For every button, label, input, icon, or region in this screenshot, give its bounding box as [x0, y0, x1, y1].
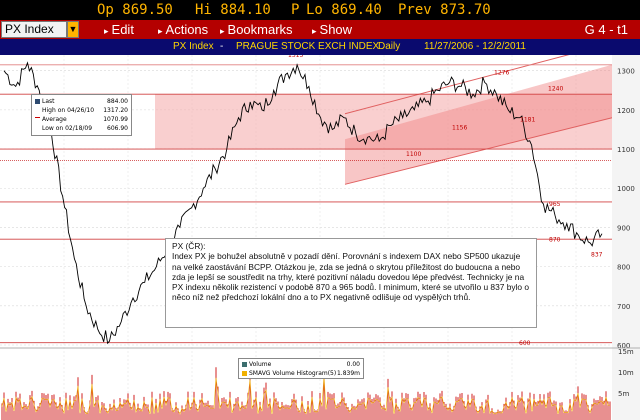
menu-bookmarks-arrow-icon: ▸ — [220, 26, 225, 36]
menu-edit-label: Edit — [111, 22, 134, 37]
chart-info-bar: PX Index - PRAGUE STOCK EXCH INDEX Daily… — [0, 39, 640, 55]
legend-swatch — [35, 99, 40, 104]
note-title: PX (ČR): — [172, 241, 206, 251]
axis-strip — [612, 55, 640, 420]
volume-axis: 15m 10m 5m — [618, 348, 634, 398]
chart-annotations: 1315 1276 1240 1181 1156 1100 965 870 837 600 — [288, 52, 603, 347]
volume-average-line — [1, 376, 611, 415]
legend-value: 1070.99 — [103, 116, 128, 123]
menu-actions-label: Actions — [165, 22, 209, 37]
quote-p-label: P — [291, 2, 300, 18]
commentary-note: PX (ČR): Index PX je bohužel absolutně v… — [165, 238, 537, 328]
y-tick-label: 1300 — [617, 68, 635, 76]
info-period: Daily — [378, 41, 401, 52]
quote-high: Hi 884.10 — [195, 2, 271, 18]
menu-edit-arrow-icon: ▸ — [104, 26, 109, 36]
legend-row-high: High on 04/26/10 1317.20 — [35, 106, 128, 115]
level-837-label: 837 — [591, 251, 603, 258]
vol-tick-label: 15m — [618, 348, 634, 356]
ticker-input[interactable]: PX Index — [1, 21, 67, 38]
vol-legend-row: SMAVG Volume Histogram(5) 1.839m — [242, 369, 360, 378]
quote-bar: Op 869.50 Hi 884.10 P Lo 869.40 Prev 873… — [0, 0, 640, 20]
menu-show[interactable]: ▸ Show — [312, 20, 352, 41]
menu-actions-arrow-icon: ▸ — [158, 26, 163, 36]
info-dash: - — [220, 41, 224, 52]
note-body: Index PX je bohužel absolutně v pozadí d… — [172, 251, 530, 303]
legend-value: 1317.20 — [103, 107, 128, 114]
menu-show-arrow-icon: ▸ — [312, 26, 317, 36]
level-1181-label: 1181 — [520, 117, 535, 124]
legend-swatch — [35, 126, 40, 131]
volume-panel — [0, 347, 640, 420]
level-1156-label: 1156 — [452, 124, 467, 131]
high-label: 1276 — [494, 70, 509, 77]
y-tick-label: 900 — [617, 224, 630, 232]
ticker-dropdown-icon[interactable]: ▼ — [67, 21, 79, 38]
legend-label: Low on 02/18/09 — [42, 125, 93, 132]
price-line — [3, 61, 603, 345]
y-tick-label: 1200 — [617, 107, 635, 115]
legend-swatch — [35, 108, 40, 113]
level-1100-label: 1100 — [406, 151, 421, 158]
menu-edit[interactable]: ▸ Edit — [104, 20, 134, 41]
channel-lower-line — [344, 117, 613, 185]
legend-row-last: Last 884.00 — [35, 97, 128, 106]
vol-legend-value: 0.00 — [346, 361, 360, 368]
channel-upper-line — [344, 42, 613, 115]
menu-bookmarks[interactable]: ▸ Bookmarks — [220, 20, 293, 41]
price-axis: 1300 1200 1100 1000 900 800 700 600 — [612, 55, 640, 420]
legend-row-average: Average 1070.99 — [35, 115, 128, 124]
menu-show-label: Show — [319, 22, 353, 37]
vol-legend-value: 1.839m — [336, 370, 360, 377]
quote-open: Op 869.50 — [97, 2, 173, 18]
vol-legend-label: SMAVG Volume Histogram(5) — [249, 370, 337, 377]
peak-label: 1315 — [288, 55, 303, 59]
quote-prev: Prev 873.70 — [398, 2, 491, 18]
menu-actions[interactable]: ▸ Actions — [158, 20, 208, 41]
y-tick-label: 800 — [617, 264, 630, 272]
screen-id: G 4 - t1 — [584, 22, 628, 37]
trend-channel — [155, 42, 613, 185]
y-tick-label: 1100 — [617, 146, 635, 154]
menu-bookmarks-label: Bookmarks — [227, 22, 293, 37]
legend-value: 606.90 — [107, 125, 128, 132]
info-range: 11/27/2006 - 12/2/2011 — [424, 41, 526, 52]
volume-legend: Volume 0.00 SMAVG Volume Histogram(5) 1.… — [238, 358, 364, 379]
info-ticker: PX Index — [173, 41, 214, 52]
vol-legend-row: Volume 0.00 — [242, 360, 360, 369]
legend-swatch — [242, 371, 247, 376]
y-tick-label: 1000 — [617, 185, 635, 193]
info-exchange: PRAGUE STOCK EXCH INDEX — [236, 41, 380, 52]
level-870-label: 870 — [549, 237, 561, 244]
legend-swatch — [242, 362, 247, 367]
rising-channel — [345, 64, 612, 185]
legend-swatch — [35, 117, 40, 122]
vol-tick-label: 10m — [618, 369, 634, 377]
menu-bar: PX Index ▼ ▸ Edit ▸ Actions ▸ Bookmarks ▸ Sh… — [0, 20, 640, 39]
vol-tick-label: 5m — [618, 390, 629, 398]
vol-legend-label: Volume — [249, 361, 272, 368]
legend-label: Average — [42, 116, 67, 123]
chart-legend: Last 884.00 High on 04/26/10 1317.20 Ave… — [31, 94, 132, 136]
y-tick-label: 700 — [617, 303, 630, 311]
y-tick-label: 600 — [617, 342, 630, 350]
legend-row-low: Low on 02/18/09 606.90 — [35, 124, 128, 133]
legend-label: High on 04/26/10 — [42, 107, 95, 114]
level-600-label: 600 — [519, 340, 531, 347]
legend-value: 884.00 — [107, 98, 128, 105]
level-965-label: 965 — [549, 201, 561, 208]
resistance-1240-label: 1240 — [548, 85, 563, 92]
legend-label: Last — [42, 98, 55, 105]
quote-low: Lo 869.40 — [306, 2, 382, 18]
